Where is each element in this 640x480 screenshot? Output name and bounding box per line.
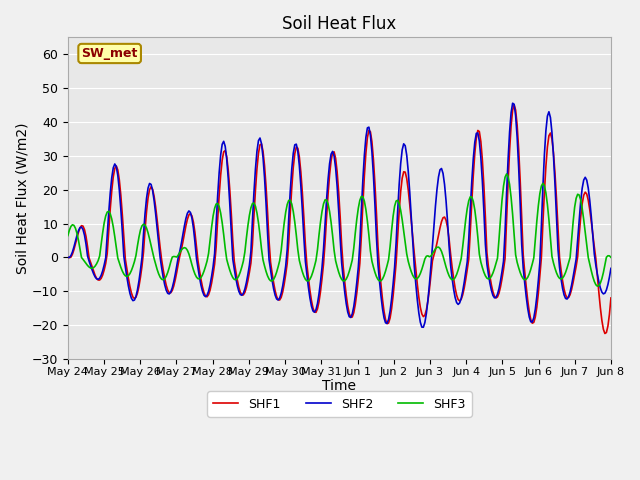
SHF2: [64, 254, 72, 260]
SHF1: [244, 278, 252, 284]
SHF3: [253, 210, 261, 216]
SHF2: [226, 200, 234, 206]
SHF3: [503, 171, 511, 177]
SHF2: [509, 100, 516, 106]
SHF2: [301, 258, 309, 264]
SHF2: [244, 272, 252, 277]
SHF3: [579, 205, 586, 211]
SHF1: [226, 186, 234, 192]
SHF2: [253, 148, 261, 154]
Text: SW_met: SW_met: [81, 47, 138, 60]
SHF3: [607, 254, 615, 260]
SHF2: [607, 265, 615, 271]
SHF1: [607, 295, 615, 301]
X-axis label: Time: Time: [323, 379, 356, 393]
Line: SHF3: SHF3: [68, 174, 611, 286]
SHF1: [131, 296, 138, 301]
Title: Soil Heat Flux: Soil Heat Flux: [282, 15, 397, 33]
SHF1: [510, 102, 518, 108]
SHF3: [226, 267, 234, 273]
SHF1: [579, 201, 586, 206]
Y-axis label: Soil Heat Flux (W/m2): Soil Heat Flux (W/m2): [15, 122, 29, 274]
SHF2: [420, 324, 428, 330]
SHF1: [601, 331, 609, 336]
SHF3: [301, 276, 309, 282]
SHF3: [64, 233, 72, 239]
Line: SHF2: SHF2: [68, 103, 611, 327]
Legend: SHF1, SHF2, SHF3: SHF1, SHF2, SHF3: [207, 392, 472, 417]
SHF1: [301, 241, 309, 247]
SHF3: [244, 223, 252, 228]
SHF2: [131, 297, 138, 303]
SHF1: [253, 166, 261, 171]
SHF2: [580, 177, 588, 183]
Line: SHF1: SHF1: [68, 105, 611, 334]
SHF3: [593, 283, 601, 289]
SHF3: [131, 259, 138, 264]
SHF1: [64, 254, 72, 260]
